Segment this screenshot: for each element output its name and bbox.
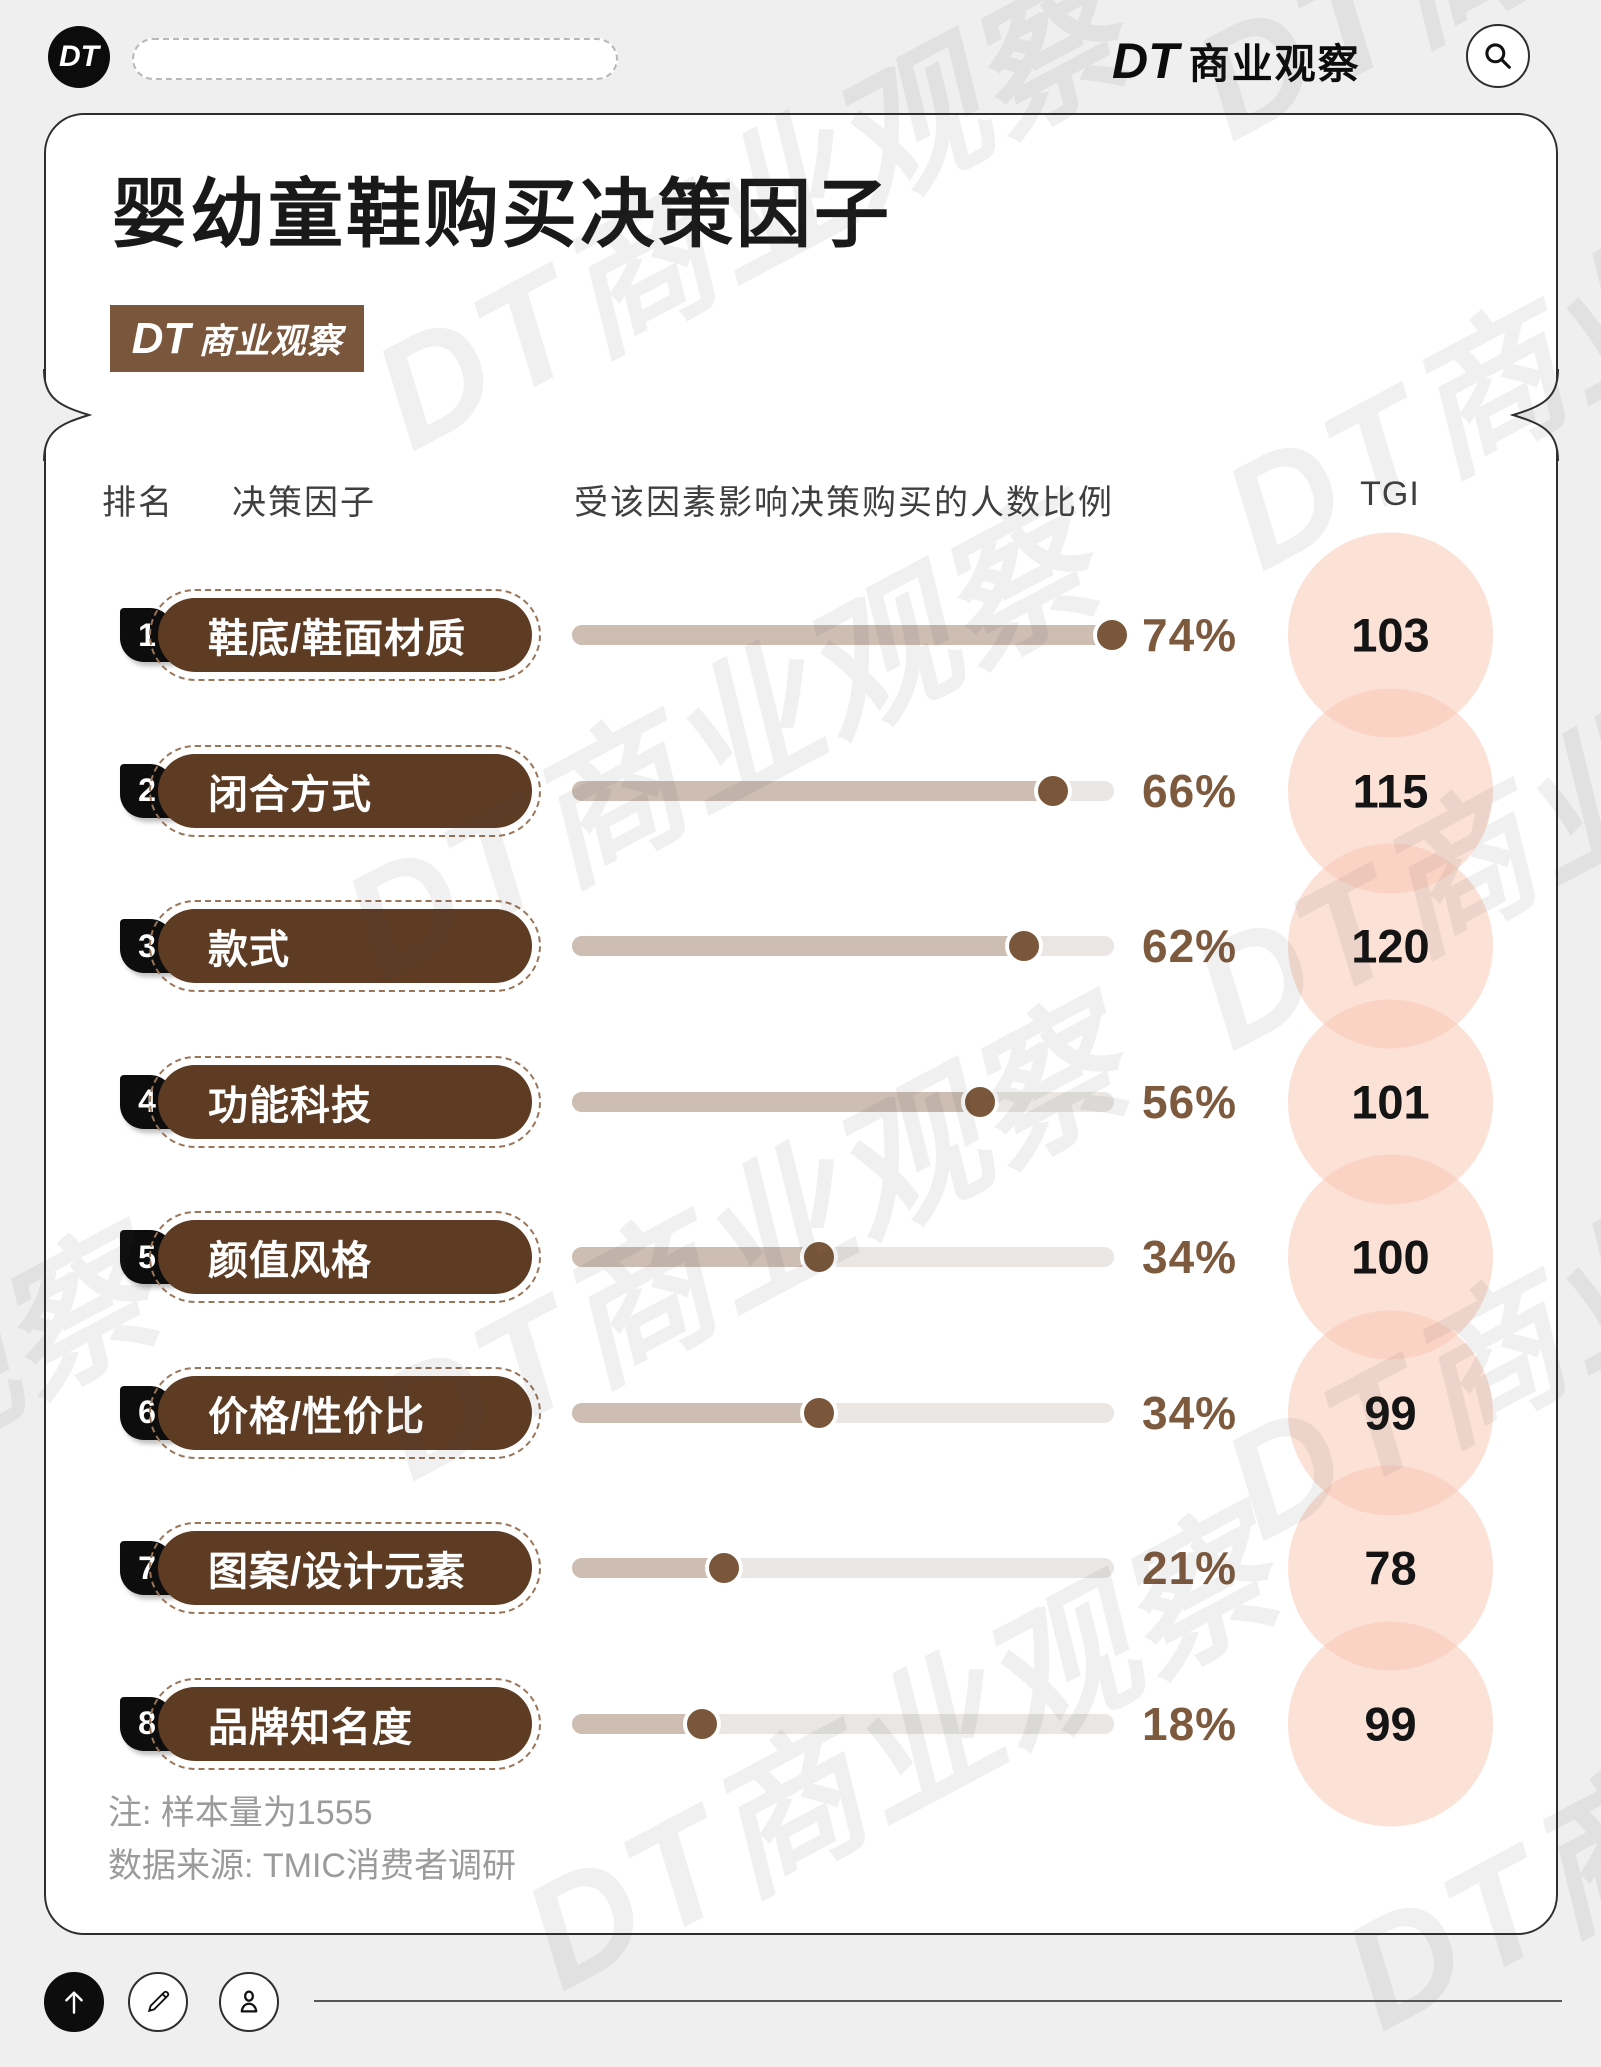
bar-track <box>572 1238 1114 1276</box>
scroll-top-button[interactable] <box>44 1972 104 2032</box>
table-row: 4 功能科技 56% 101 <box>46 999 1556 1204</box>
footnotes: 注: 样本量为1555 数据来源: TMIC消费者调研 <box>108 1787 516 1892</box>
person-icon <box>233 1986 265 2018</box>
table-row: 5 颜值风格 34% 100 <box>46 1154 1556 1360</box>
tgi-value: 103 <box>1351 608 1430 662</box>
dt-logo[interactable]: DT <box>48 26 110 88</box>
percent-label: 74% <box>1142 609 1238 661</box>
tgi-value: 120 <box>1351 919 1430 973</box>
factor-pill: 款式 <box>149 900 541 992</box>
table-row: 6 价格/性价比 34% 99 <box>46 1310 1556 1515</box>
percent-label: 56% <box>1142 1075 1238 1128</box>
bar-dot <box>1093 616 1131 654</box>
up-arrow-icon <box>58 1986 90 2018</box>
table-row: 7 图案/设计元素 21% 78 <box>46 1465 1556 1671</box>
tear-notch-left <box>42 368 93 466</box>
factor-label: 价格/性价比 <box>208 1394 426 1439</box>
bar-fill <box>572 1238 839 1276</box>
brand: DT 商业观察 <box>1112 30 1361 90</box>
table-row: 2 闭合方式 66% 115 <box>46 688 1556 893</box>
tgi-value: 99 <box>1364 1697 1417 1750</box>
bar-track <box>572 1549 1114 1587</box>
bar-fill <box>572 616 1131 654</box>
factor-pill: 图案/设计元素 <box>149 1522 541 1614</box>
pencil-icon <box>143 1987 173 2017</box>
badge-dt-text: DT <box>131 313 191 363</box>
bar-dot <box>1005 927 1044 965</box>
dt-logo-text: DT <box>59 40 99 73</box>
factor-pill: 闭合方式 <box>149 744 541 837</box>
tgi-value: 78 <box>1364 1541 1417 1595</box>
bar-track <box>572 616 1131 654</box>
factor-label: 颜值风格 <box>208 1239 372 1283</box>
table-row: 8 品牌知名度 18% 99 <box>46 1621 1556 1826</box>
bar-fill <box>572 1082 1000 1121</box>
tgi-value: 100 <box>1351 1230 1430 1284</box>
percent-label: 18% <box>1142 1697 1238 1750</box>
bar-dot <box>682 1704 721 1743</box>
table-row: 1 鞋底/鞋面材质 74% 103 <box>46 532 1556 738</box>
bar-fill <box>572 927 1044 965</box>
tgi-value: 101 <box>1351 1075 1430 1128</box>
percent-label: 34% <box>1142 1231 1238 1283</box>
column-header-factor: 决策因子 <box>232 484 376 522</box>
magnifier-icon <box>1482 40 1514 72</box>
bar-track <box>572 927 1114 965</box>
brand-dt-text: DT <box>1112 33 1179 89</box>
tear-notch-right <box>1509 368 1560 466</box>
badge-name-text: 商业观察 <box>198 322 343 361</box>
profile-button[interactable] <box>219 1972 279 2032</box>
dt-badge: DT 商业观察 <box>110 305 364 372</box>
bar-track <box>572 1082 1114 1121</box>
footnote-sample: 注: 样本量为1555 <box>108 1794 373 1832</box>
infographic-card: 婴幼童鞋购买决策因子 DT 商业观察 排名 决策因子 受该因素影响决策购买的人数… <box>42 113 1560 1935</box>
percent-label: 62% <box>1142 920 1238 972</box>
topbar-placeholder-pill <box>132 38 618 80</box>
bar-fill <box>572 1549 743 1587</box>
bar-fill <box>572 1704 721 1743</box>
bar-dot <box>800 1238 839 1276</box>
factor-pill: 价格/性价比 <box>149 1366 541 1459</box>
factor-label: 款式 <box>208 928 290 972</box>
factor-pill: 功能科技 <box>149 1055 541 1148</box>
percent-label: 21% <box>1142 1542 1238 1594</box>
column-header-rank: 排名 <box>102 484 174 522</box>
column-header-tgi: TGI <box>1360 475 1420 513</box>
bar-track <box>572 771 1114 810</box>
bar-dot <box>704 1549 743 1587</box>
page-title: 婴幼童鞋购买决策因子 <box>112 172 893 256</box>
footnote-source: 数据来源: TMIC消费者调研 <box>108 1846 516 1885</box>
brand-name-text: 商业观察 <box>1188 41 1361 87</box>
tgi-value: 99 <box>1364 1386 1417 1439</box>
bar-fill <box>572 1393 839 1432</box>
search-button[interactable] <box>1466 24 1530 88</box>
table-row: 3 款式 62% 120 <box>46 843 1556 1049</box>
bar-fill <box>572 771 1073 810</box>
factor-label: 鞋底/鞋面材质 <box>208 617 467 661</box>
bar-dot <box>800 1393 839 1432</box>
bar-track <box>572 1704 1114 1743</box>
factor-label: 品牌知名度 <box>208 1705 413 1750</box>
percent-label: 34% <box>1142 1386 1238 1439</box>
factor-label: 闭合方式 <box>208 772 372 817</box>
tgi-circle <box>1288 1621 1493 1826</box>
bar-dot <box>1034 771 1073 810</box>
tgi-value: 115 <box>1352 764 1429 817</box>
factor-pill: 品牌知名度 <box>149 1677 541 1770</box>
edit-button[interactable] <box>128 1972 188 2032</box>
bar-track <box>572 1393 1114 1432</box>
factor-pill: 颜值风格 <box>149 1211 541 1303</box>
factor-label: 图案/设计元素 <box>208 1550 467 1594</box>
bar-dot <box>961 1082 1000 1121</box>
footer-divider <box>314 2000 1562 2002</box>
percent-label: 66% <box>1142 764 1238 817</box>
column-header-influence: 受该因素影响决策购买的人数比例 <box>574 484 1114 522</box>
factor-pill: 鞋底/鞋面材质 <box>149 589 541 681</box>
factor-label: 功能科技 <box>208 1083 372 1128</box>
